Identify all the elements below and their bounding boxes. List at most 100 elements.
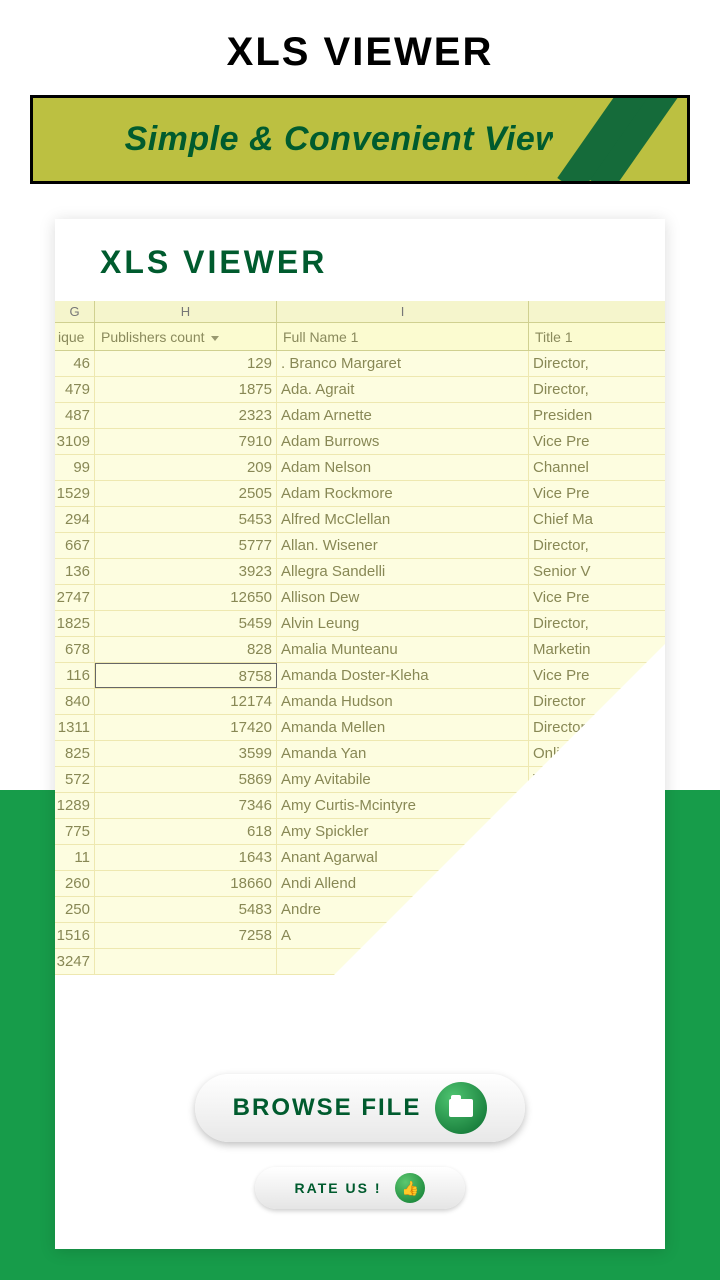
cell[interactable]: Amanda Doster-Kleha <box>277 663 529 688</box>
table-row[interactable]: 1363923Allegra SandelliSenior V <box>55 559 665 585</box>
cell[interactable]: 487 <box>55 403 95 428</box>
cell[interactable]: 5453 <box>95 507 277 532</box>
cell[interactable]: 2323 <box>95 403 277 428</box>
filter-header-row: ique Publishers count Full Name 1 Title … <box>55 323 665 351</box>
table-row[interactable]: 4791875Ada. AgraitDirector, <box>55 377 665 403</box>
cell[interactable]: 825 <box>55 741 95 766</box>
cell[interactable]: 840 <box>55 689 95 714</box>
cell[interactable]: 250 <box>55 897 95 922</box>
cell[interactable]: Vice Pre <box>529 585 665 610</box>
cell[interactable]: Director, <box>529 351 665 376</box>
cell[interactable]: 3109 <box>55 429 95 454</box>
cell[interactable]: 828 <box>95 637 277 662</box>
cell[interactable]: 18660 <box>95 871 277 896</box>
cell[interactable]: 775 <box>55 819 95 844</box>
table-row[interactable]: 2945453Alfred McClellanChief Ma <box>55 507 665 533</box>
cell[interactable]: Adam Rockmore <box>277 481 529 506</box>
cell[interactable]: Amanda Yan <box>277 741 529 766</box>
cell[interactable]: Adam Arnette <box>277 403 529 428</box>
cell[interactable]: 7910 <box>95 429 277 454</box>
cell[interactable]: Allison Dew <box>277 585 529 610</box>
cell[interactable]: 8758 <box>95 663 277 688</box>
cell[interactable]: Ada. Agrait <box>277 377 529 402</box>
table-row[interactable]: 678828Amalia MunteanuMarketin <box>55 637 665 663</box>
rate-button-icon-circle: 👍 <box>395 1173 425 1203</box>
cell[interactable]: 1516 <box>55 923 95 948</box>
cell[interactable]: Senior V <box>529 559 665 584</box>
table-row[interactable]: 31097910Adam BurrowsVice Pre <box>55 429 665 455</box>
cell[interactable]: 46 <box>55 351 95 376</box>
cell[interactable]: 1825 <box>55 611 95 636</box>
cell[interactable]: Amanda Hudson <box>277 689 529 714</box>
cell[interactable]: 5777 <box>95 533 277 558</box>
table-row[interactable]: 6675777Allan. WisenerDirector, <box>55 533 665 559</box>
cell[interactable]: 99 <box>55 455 95 480</box>
cell[interactable]: 11 <box>55 845 95 870</box>
cell[interactable]: 260 <box>55 871 95 896</box>
filter-header-g[interactable]: ique <box>55 323 95 350</box>
cell[interactable]: Director, <box>529 611 665 636</box>
cell[interactable]: Adam Burrows <box>277 429 529 454</box>
cell[interactable]: 17420 <box>95 715 277 740</box>
cell[interactable]: Amanda Mellen <box>277 715 529 740</box>
cell[interactable]: 572 <box>55 767 95 792</box>
cell[interactable]: 12174 <box>95 689 277 714</box>
table-row[interactable]: 46129. Branco MargaretDirector, <box>55 351 665 377</box>
cell[interactable]: 5483 <box>95 897 277 922</box>
cell[interactable] <box>95 949 277 974</box>
cell[interactable]: 136 <box>55 559 95 584</box>
cell[interactable]: 7258 <box>95 923 277 948</box>
cell[interactable]: 1643 <box>95 845 277 870</box>
cell[interactable]: 1311 <box>55 715 95 740</box>
cell[interactable]: Marketin <box>529 637 665 662</box>
cell[interactable]: 678 <box>55 637 95 662</box>
cell[interactable]: 129 <box>95 351 277 376</box>
cell[interactable]: Allegra Sandelli <box>277 559 529 584</box>
cell[interactable]: Alvin Leung <box>277 611 529 636</box>
table-row[interactable]: 1168758Amanda Doster-KlehaVice Pre <box>55 663 665 689</box>
filter-header-i[interactable]: Full Name 1 <box>277 323 529 350</box>
cell[interactable]: 5869 <box>95 767 277 792</box>
browse-file-button[interactable]: BROWSE FILE <box>195 1074 525 1142</box>
table-row[interactable]: 4872323Adam ArnettePresiden <box>55 403 665 429</box>
cell[interactable]: 2505 <box>95 481 277 506</box>
cell[interactable]: 667 <box>55 533 95 558</box>
cell[interactable]: Presiden <box>529 403 665 428</box>
cell[interactable]: Vice Pre <box>529 429 665 454</box>
cell[interactable]: Allan. Wisener <box>277 533 529 558</box>
cell[interactable]: Channel <box>529 455 665 480</box>
cell[interactable]: 1875 <box>95 377 277 402</box>
cell[interactable]: Director, <box>529 377 665 402</box>
cell[interactable]: 3247 <box>55 949 95 974</box>
cell[interactable]: Amalia Munteanu <box>277 637 529 662</box>
table-row[interactable]: 274712650Allison DewVice Pre <box>55 585 665 611</box>
cell[interactable]: 5459 <box>95 611 277 636</box>
cell[interactable]: 1289 <box>55 793 95 818</box>
cell[interactable]: 3923 <box>95 559 277 584</box>
cell[interactable]: Amy Curtis-Mcintyre <box>277 793 529 818</box>
cell[interactable]: Director, <box>529 533 665 558</box>
cell[interactable]: 479 <box>55 377 95 402</box>
cell[interactable]: 618 <box>95 819 277 844</box>
table-row[interactable]: 84012174Amanda HudsonDirector <box>55 689 665 715</box>
cell[interactable]: 209 <box>95 455 277 480</box>
cell[interactable]: 1529 <box>55 481 95 506</box>
cell[interactable]: 3599 <box>95 741 277 766</box>
cell[interactable]: 2747 <box>55 585 95 610</box>
table-row[interactable]: 99209Adam NelsonChannel <box>55 455 665 481</box>
cell[interactable]: 294 <box>55 507 95 532</box>
cell[interactable]: 116 <box>55 663 95 688</box>
cell[interactable]: 12650 <box>95 585 277 610</box>
cell[interactable]: Alfred McClellan <box>277 507 529 532</box>
cell[interactable]: . Branco Margaret <box>277 351 529 376</box>
filter-header-h[interactable]: Publishers count <box>95 323 277 350</box>
table-row[interactable]: 18255459Alvin LeungDirector, <box>55 611 665 637</box>
cell[interactable]: 7346 <box>95 793 277 818</box>
table-row[interactable]: 15292505Adam RockmoreVice Pre <box>55 481 665 507</box>
filter-header-j[interactable]: Title 1 <box>529 323 665 350</box>
cell[interactable]: Vice Pre <box>529 481 665 506</box>
cell[interactable]: Adam Nelson <box>277 455 529 480</box>
cell[interactable]: Amy Avitabile <box>277 767 529 792</box>
rate-us-button[interactable]: RATE US ! 👍 <box>255 1167 465 1209</box>
cell[interactable]: Chief Ma <box>529 507 665 532</box>
